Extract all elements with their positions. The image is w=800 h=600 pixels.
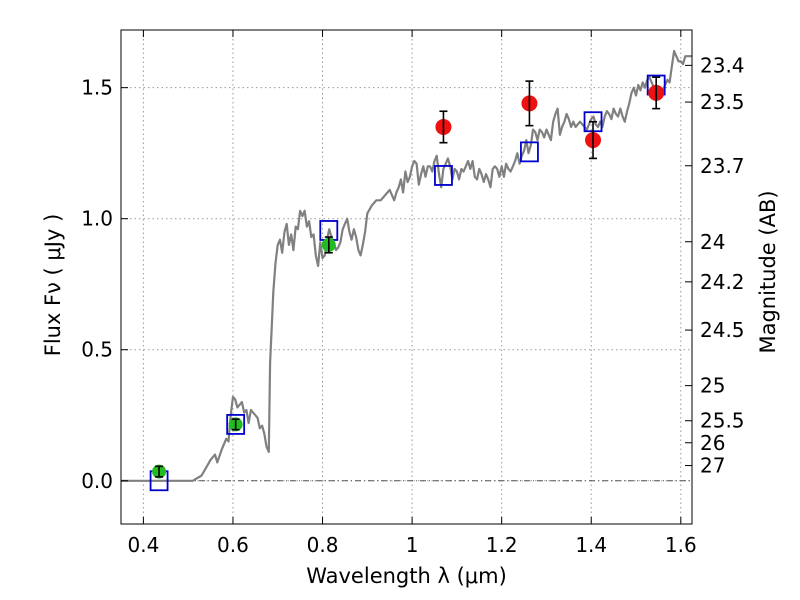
right-tick-label: 23.7	[700, 154, 745, 178]
right-tick-label: 23.5	[700, 90, 745, 114]
plot-frame	[120, 29, 693, 525]
y-tick-label: 1.0	[81, 207, 113, 231]
y-axis-ticks: 0.0 0.5 1.0 1.5	[81, 76, 128, 493]
right-axis-label: Magnitude (AB)	[756, 190, 780, 353]
right-tick-label: 23.4	[700, 53, 745, 77]
model-sed-line	[121, 49, 692, 482]
right-tick-label: 26	[700, 431, 725, 455]
x-axis-label: Wavelength λ (μm)	[306, 564, 507, 588]
right-tick-label: 24	[700, 230, 725, 254]
y-axis-label: Flux Fν ( μJy )	[41, 214, 65, 357]
y-tick-label: 0.0	[81, 469, 113, 493]
model-band-square	[520, 141, 539, 163]
x-tick-label: 1.4	[575, 533, 607, 557]
right-tick-label: 24.5	[700, 318, 745, 342]
x-tick-label: 1.2	[486, 533, 518, 557]
plot-area	[121, 49, 692, 492]
model-band-square	[226, 414, 246, 435]
right-tick-label: 25	[700, 374, 725, 398]
grid	[121, 30, 692, 524]
x-tick-label: 1.6	[665, 533, 697, 557]
x-axis-ticks: 0.4 0.6 0.8 1 1.2 1.4 1.6	[127, 30, 697, 557]
x-tick-label: 0.4	[127, 533, 159, 557]
x-tick-label: 0.8	[307, 533, 339, 557]
right-tick-label: 24.2	[700, 270, 745, 294]
plot-series	[121, 49, 692, 492]
x-tick-label: 0.6	[217, 533, 249, 557]
x-tick-label: 1	[406, 533, 419, 557]
right-tick-label: 25.5	[700, 409, 745, 433]
model-band-square	[434, 165, 453, 186]
y-tick-label: 0.5	[81, 338, 113, 362]
y-tick-label: 1.5	[81, 76, 113, 100]
right-tick-label: 27	[700, 454, 725, 478]
